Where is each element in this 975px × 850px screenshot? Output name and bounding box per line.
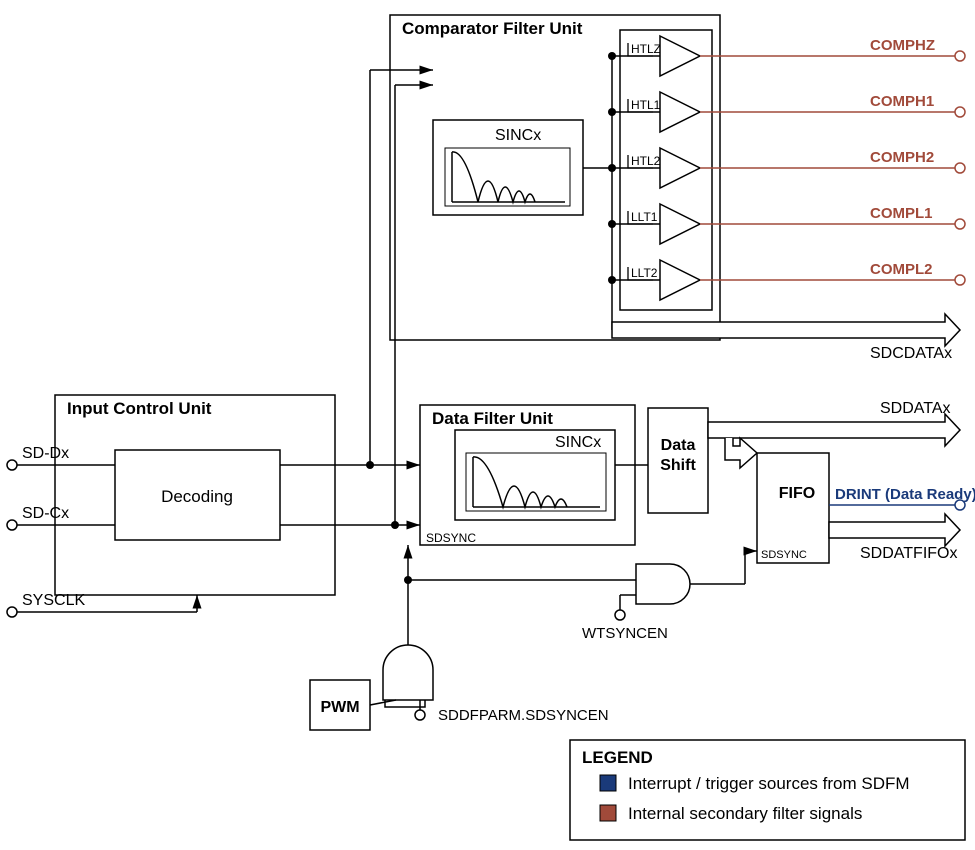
comparator-triangle xyxy=(660,260,700,300)
legend-box: LEGEND Interrupt / trigger sources from … xyxy=(570,740,965,840)
comparator-triangle xyxy=(660,92,700,132)
drint-label: DRINT (Data Ready) xyxy=(835,486,975,503)
pwm-block: PWM xyxy=(310,680,370,730)
data-shift-block: Data Shift xyxy=(648,408,708,513)
svg-text:Data: Data xyxy=(661,437,696,454)
sddfparm-label: SDDFPARM.SDSYNCEN xyxy=(438,707,609,724)
sdcdatax-arrow: SDCDATAx xyxy=(612,314,960,362)
and-gate-wtsync: WTSYNCEN xyxy=(582,551,757,642)
data-filter-title: Data Filter Unit xyxy=(432,409,553,428)
sinc-waveform-icon xyxy=(445,148,570,206)
threshold-label: HTL2 xyxy=(631,154,661,168)
branch-to-fifo xyxy=(725,438,757,468)
pwm-label: PWM xyxy=(320,699,359,716)
sddatfifox-arrow: SDDATFIFOx xyxy=(829,514,960,562)
sinc-comp-label: SINCx xyxy=(495,127,541,144)
wtsyncen-label: WTSYNCEN xyxy=(582,625,668,642)
sysclk-port xyxy=(7,607,17,617)
legend-swatch-secondary xyxy=(600,805,616,821)
threshold-label: LLT2 xyxy=(631,266,658,280)
threshold-label: LLT1 xyxy=(631,210,658,224)
legend-swatch-interrupt xyxy=(600,775,616,791)
fifo-block: FIFO SDSYNC xyxy=(757,453,829,563)
sd-dx-port xyxy=(7,460,17,470)
input-control-unit: Input Control Unit Decoding xyxy=(55,395,335,595)
comparator-output-label: COMPHZ xyxy=(870,37,935,54)
decoding-label: Decoding xyxy=(161,487,233,506)
legend-item-1: Internal secondary filter signals xyxy=(628,804,862,823)
sinc-data-label: SINCx xyxy=(555,434,601,451)
input-ports: SD-Dx SD-Cx SYSCLK xyxy=(7,445,197,617)
data-filter-unit: Data Filter Unit SINCx SDSYNC xyxy=(420,405,635,545)
comparator-triangle xyxy=(660,36,700,76)
sdfm-block-diagram: Input Control Unit Decoding SD-Dx SD-Cx … xyxy=(0,0,975,850)
sd-cx-label: SD-Cx xyxy=(22,505,69,522)
legend-title: LEGEND xyxy=(582,748,653,767)
sd-dx-label: SD-Dx xyxy=(22,445,69,462)
comparator-triangle xyxy=(660,204,700,244)
fifo-sdsync-label: SDSYNC xyxy=(761,549,807,561)
comparator-output-label: COMPH1 xyxy=(870,93,934,110)
fifo-label: FIFO xyxy=(779,485,815,502)
comparators-group: HTLZ COMPHZ HTL1 COMPH1 HTL2 COMPH2 LLT1 COMPL1… xyxy=(608,36,965,300)
sd-cx-port xyxy=(7,520,17,530)
sddatfifox-label: SDDATFIFOx xyxy=(860,545,957,562)
sddatax-label: SDDATAx xyxy=(880,400,951,417)
sysclk-label: SYSCLK xyxy=(22,592,85,609)
and-gate-sdsync-drawn: SDDFPARM.SDSYNCEN xyxy=(370,545,609,724)
input-control-title: Input Control Unit xyxy=(67,399,212,418)
comparator-output-label: COMPL1 xyxy=(870,205,933,222)
threshold-label: HTL1 xyxy=(631,98,661,112)
svg-text:Shift: Shift xyxy=(660,457,696,474)
sinc-data-waveform-icon xyxy=(466,453,606,511)
comparator-triangle xyxy=(660,148,700,188)
sdcdatax-label: SDCDATAx xyxy=(870,345,952,362)
comparator-output-label: COMPH2 xyxy=(870,149,934,166)
comparator-title: Comparator Filter Unit xyxy=(402,19,583,38)
threshold-label: HTLZ xyxy=(631,42,661,56)
sddatax-arrow: SDDATAx xyxy=(708,400,960,446)
legend-item-0: Interrupt / trigger sources from SDFM xyxy=(628,774,910,793)
comparator-output-label: COMPL2 xyxy=(870,261,933,278)
sdsync-label: SDSYNC xyxy=(426,531,476,545)
drint-signal: DRINT (Data Ready) xyxy=(829,486,975,510)
